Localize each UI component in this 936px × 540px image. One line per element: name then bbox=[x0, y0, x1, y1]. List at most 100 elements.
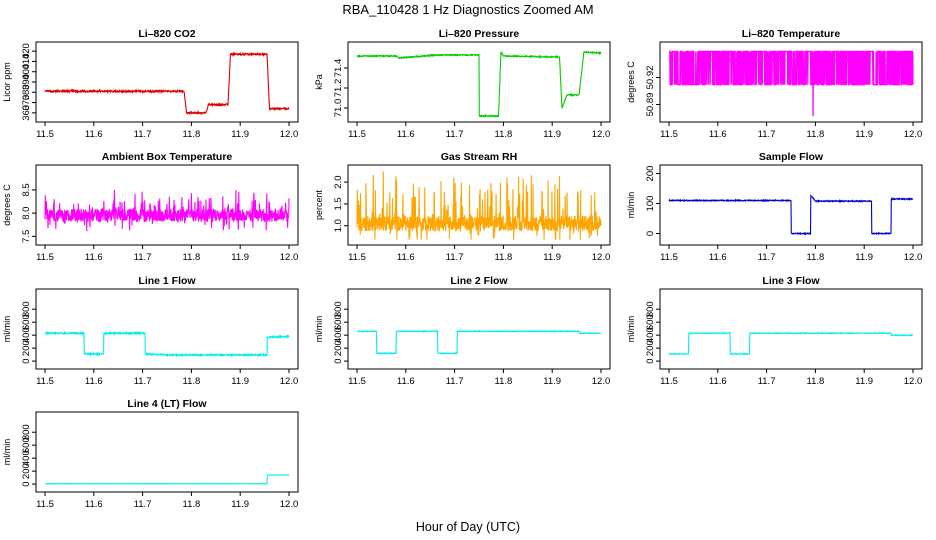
x-tick-label: 12.0 bbox=[280, 499, 299, 510]
y-tick-label: 400 bbox=[645, 327, 656, 343]
y-tick-label: 600 bbox=[21, 437, 32, 453]
plot-frame bbox=[347, 41, 611, 123]
x-tick-label: 11.5 bbox=[660, 376, 678, 387]
panel-title: Ambient Box Temperature bbox=[102, 151, 233, 163]
x-tick-label: 11.6 bbox=[85, 499, 103, 510]
y-tick-label: 0 bbox=[21, 481, 32, 486]
plot-frame bbox=[659, 288, 923, 370]
panel-title: Li–820 Pressure bbox=[439, 28, 520, 40]
x-tick-label: 11.7 bbox=[134, 376, 152, 387]
x-tick-label: 12.0 bbox=[280, 129, 299, 140]
y-tick-label: 360 bbox=[21, 105, 32, 121]
x-tick-label: 11.5 bbox=[348, 376, 366, 387]
x-tick-label: 11.8 bbox=[183, 129, 201, 140]
y-tick-label: 600 bbox=[333, 314, 344, 330]
x-tick-label: 11.9 bbox=[231, 252, 249, 263]
plot-frame bbox=[347, 164, 611, 246]
series-line bbox=[356, 50, 602, 119]
x-tick-label: 11.6 bbox=[709, 252, 727, 263]
chart-panel-2: Li–820 Pressure 11.5 11.6 11.7 11.8 11.9 12.0 7… bbox=[314, 28, 611, 140]
panel-title: Line 3 Flow bbox=[762, 275, 820, 287]
x-tick-label: 11.7 bbox=[758, 376, 776, 387]
y-axis-label: ml/min bbox=[2, 439, 12, 466]
y-tick-label: 380 bbox=[21, 84, 32, 100]
x-tick-label: 12.0 bbox=[280, 376, 299, 387]
x-tick-label: 11.6 bbox=[397, 129, 415, 140]
y-tick-label: 800 bbox=[21, 424, 32, 440]
figure-title: RBA_110428 1 Hz Diagnostics Zoomed AM bbox=[342, 2, 593, 17]
x-tick-label: 11.5 bbox=[36, 252, 54, 263]
x-tick-label: 11.8 bbox=[495, 129, 513, 140]
x-tick-label: 11.6 bbox=[709, 129, 727, 140]
series-line bbox=[44, 51, 290, 116]
y-axis-label: percent bbox=[314, 189, 324, 220]
x-tick-label: 11.5 bbox=[36, 499, 54, 510]
chart-panel-5: Gas Stream RH 11.5 11.6 11.7 11.8 11.9 12.0 1.0… bbox=[314, 151, 611, 263]
y-tick-label: 400 bbox=[21, 450, 32, 466]
x-tick-label: 11.8 bbox=[183, 376, 201, 387]
y-tick-label: 1.5 bbox=[333, 197, 344, 210]
y-axis-label: ml/min bbox=[626, 192, 636, 219]
x-tick-label: 12.0 bbox=[280, 252, 299, 263]
x-tick-label: 11.8 bbox=[183, 499, 201, 510]
x-tick-label: 11.8 bbox=[807, 129, 825, 140]
x-tick-label: 11.9 bbox=[855, 129, 873, 140]
x-tick-label: 11.8 bbox=[183, 252, 201, 263]
x-tick-label: 12.0 bbox=[592, 129, 611, 140]
y-tick-label: 71.0 bbox=[333, 99, 344, 118]
y-tick-label: 50.92 bbox=[645, 66, 656, 90]
series-line bbox=[356, 171, 602, 240]
y-tick-label: 71.4 bbox=[333, 59, 344, 78]
y-tick-label: 50.89 bbox=[645, 93, 656, 117]
chart-panel-9: Line 3 Flow 11.5 11.6 11.7 11.8 11.9 12.0 0 2004… bbox=[626, 275, 923, 387]
y-tick-label: 400 bbox=[21, 327, 32, 343]
x-tick-label: 11.5 bbox=[348, 252, 366, 263]
y-tick-label: 410 bbox=[21, 53, 32, 69]
x-tick-label: 11.5 bbox=[660, 252, 678, 263]
y-tick-label: 200 bbox=[645, 340, 656, 356]
x-tick-label: 11.6 bbox=[85, 252, 103, 263]
y-tick-label: 600 bbox=[21, 314, 32, 330]
x-tick-label: 11.5 bbox=[36, 129, 54, 140]
panel-title: Sample Flow bbox=[759, 151, 824, 163]
plot-frame bbox=[35, 288, 299, 370]
chart-panel-10: Line 4 (LT) Flow 11.5 11.6 11.7 11.8 11.9 12.0… bbox=[2, 398, 299, 510]
y-tick-label: 1.0 bbox=[333, 219, 344, 232]
series-line bbox=[44, 189, 290, 232]
x-tick-label: 12.0 bbox=[592, 252, 611, 263]
y-tick-label: 200 bbox=[645, 166, 656, 182]
y-tick-label: 370 bbox=[21, 95, 32, 111]
panel-title: Gas Stream RH bbox=[441, 151, 517, 163]
x-tick-label: 11.7 bbox=[134, 129, 152, 140]
y-tick-label: 200 bbox=[21, 340, 32, 356]
x-tick-label: 12.0 bbox=[904, 129, 923, 140]
x-tick-label: 11.6 bbox=[85, 376, 103, 387]
y-tick-label: 200 bbox=[333, 340, 344, 356]
x-tick-label: 11.6 bbox=[709, 376, 727, 387]
y-axis-label: ml/min bbox=[2, 316, 12, 343]
figure-x-axis-label: Hour of Day (UTC) bbox=[416, 520, 520, 534]
y-axis-label: kPa bbox=[314, 74, 324, 90]
y-axis-label: ml/min bbox=[314, 316, 324, 343]
panel-title: Line 4 (LT) Flow bbox=[127, 398, 207, 410]
x-tick-label: 11.7 bbox=[446, 252, 464, 263]
plot-frame bbox=[347, 288, 611, 370]
x-tick-label: 11.8 bbox=[807, 376, 825, 387]
series-line bbox=[669, 50, 914, 117]
x-tick-label: 11.7 bbox=[758, 129, 776, 140]
panel-title: Li–820 Temperature bbox=[742, 28, 841, 40]
plot-frame bbox=[35, 164, 299, 246]
series-line bbox=[44, 330, 290, 358]
x-tick-label: 11.7 bbox=[134, 252, 152, 263]
y-tick-label: 800 bbox=[21, 301, 32, 317]
panels: Li–820 CO2 11.5 11.6 11.7 11.8 11.9 12.0 360370… bbox=[2, 28, 923, 510]
y-axis-label: degrees C bbox=[626, 61, 636, 103]
series-line bbox=[668, 331, 914, 356]
x-tick-label: 11.9 bbox=[855, 376, 873, 387]
y-tick-label: 2.0 bbox=[333, 175, 344, 188]
x-tick-label: 11.9 bbox=[543, 376, 561, 387]
x-tick-label: 12.0 bbox=[904, 376, 923, 387]
x-tick-label: 11.6 bbox=[397, 252, 415, 263]
x-tick-label: 11.9 bbox=[231, 129, 249, 140]
panel-title: Line 2 Flow bbox=[450, 275, 508, 287]
